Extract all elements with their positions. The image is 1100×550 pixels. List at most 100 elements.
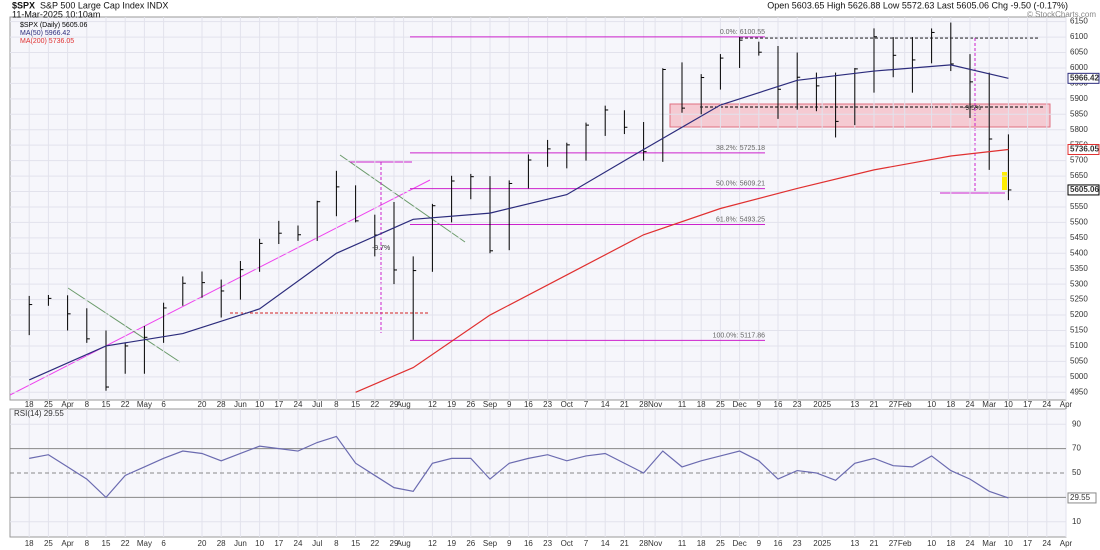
x-tick-label: 12 (428, 539, 437, 548)
y-tick-label: 5300 (1070, 279, 1088, 288)
x-tick-label: 26 (466, 400, 475, 409)
legend-name: $SPX (Daily) (20, 22, 60, 29)
x-tick-label: 18 (25, 400, 34, 409)
fib-pct: 38.2%: (716, 145, 738, 152)
fib-value: 5493.25 (740, 216, 765, 223)
fib-label: 38.2%: 5725.18 (716, 145, 765, 152)
x-tick-label: 23 (543, 539, 552, 548)
x-tick-label: 13 (850, 400, 859, 409)
y-tick-label: 5700 (1070, 156, 1088, 165)
y-tick-label: 6050 (1070, 48, 1088, 57)
y-tick-label: 5400 (1070, 248, 1088, 257)
index-name: S&P 500 Large Cap Index INDX (40, 0, 168, 10)
fib-value: 6100.55 (740, 29, 765, 36)
x-tick-label: Sep (483, 539, 498, 548)
x-tick-label: 11 (678, 400, 687, 409)
x-tick-label: 11 (678, 539, 687, 548)
last-box (1067, 143, 1100, 155)
credit: © StockCharts.com (1027, 10, 1096, 19)
x-tick-label: 28 (217, 400, 226, 409)
fib-value: 5609.21 (740, 181, 765, 188)
x-tick-label: Mar (982, 539, 996, 548)
x-tick-label: 15 (351, 539, 360, 548)
y-tick-label: 5150 (1070, 326, 1088, 335)
symbol: $SPX (12, 0, 35, 10)
last-box (1067, 72, 1100, 84)
x-tick-label: 25 (44, 400, 53, 409)
y-tick-label: 6100 (1070, 32, 1088, 41)
rsi-legend: RSI(14) 29.55 (14, 409, 64, 418)
last-box (1067, 184, 1100, 196)
x-tick-label: 25 (716, 539, 725, 548)
legend-entry: MA(200) 5736.05 (20, 38, 74, 45)
x-tick-label: 8 (334, 400, 339, 409)
y-tick-label: 5550 (1070, 202, 1088, 211)
legend-entry: $SPX (Daily) 5605.06 (20, 22, 87, 29)
x-tick-label: 9 (507, 400, 512, 409)
x-tick-label: Nov (648, 400, 662, 409)
trendline (9, 179, 431, 396)
x-tick-label: 24 (1042, 400, 1051, 409)
x-tick-label: 25 (716, 400, 725, 409)
rsi-value: 29.55 (44, 409, 65, 418)
x-tick-label: 21 (870, 400, 879, 409)
resistance-zone (669, 103, 1051, 128)
x-tick-label: 24 (966, 539, 975, 548)
highlight (1002, 172, 1007, 190)
x-tick-label: Sep (483, 400, 498, 409)
x-tick-label: 6 (161, 400, 166, 409)
x-tick-label: 2025 (813, 400, 831, 409)
x-tick-label: 22 (121, 539, 130, 548)
x-tick-label: Dec (732, 539, 746, 548)
x-tick-label: 21 (620, 400, 629, 409)
x-tick-label: 28 (639, 400, 648, 409)
y-tick-label: 5250 (1070, 295, 1088, 304)
x-tick-label: 24 (294, 400, 303, 409)
x-tick-label: Mar (982, 400, 996, 409)
legend-entry: MA(50) 5966.42 (20, 30, 70, 37)
x-tick-label: 24 (294, 539, 303, 548)
x-tick-label: 10 (927, 539, 936, 548)
x-tick-label: May (137, 539, 152, 548)
legend-value: 5966.42 (45, 30, 70, 37)
fib-value: 5117.86 (740, 332, 765, 339)
x-tick-label: Jun (234, 400, 247, 409)
x-tick-label: 7 (584, 400, 589, 409)
y-tick-label: 10 (1072, 517, 1081, 526)
fib-label: 61.8%: 5493.25 (716, 216, 765, 223)
y-tick-label: 6000 (1070, 63, 1088, 72)
x-tick-label: 14 (601, 539, 610, 548)
x-tick-label: 24 (966, 400, 975, 409)
y-tick-label: 90 (1072, 419, 1081, 428)
x-tick-label: 6 (161, 539, 166, 548)
annotation: -9.7% (372, 245, 390, 252)
legend-name: MA(200) (20, 38, 47, 45)
fib-label: 50.0%: 5609.21 (716, 181, 765, 188)
x-tick-label: 17 (1023, 400, 1032, 409)
last-value: 29.55 (1070, 493, 1091, 502)
x-tick-label: 18 (697, 539, 706, 548)
x-tick-label: 10 (255, 539, 264, 548)
x-tick-label: 25 (44, 539, 53, 548)
y-tick-label: 5200 (1070, 310, 1088, 319)
x-tick-label: 8 (85, 539, 90, 548)
x-tick-label: Oct (561, 539, 574, 548)
x-tick-label: 29 (390, 539, 399, 548)
x-tick-label: 9 (757, 400, 762, 409)
x-tick-label: 15 (102, 400, 111, 409)
x-tick-label: 27 (889, 539, 898, 548)
x-tick-label: 27 (889, 400, 898, 409)
x-tick-label: 8 (334, 539, 339, 548)
x-tick-label: 16 (774, 400, 783, 409)
x-tick-label: May (137, 400, 152, 409)
rsi-line (29, 435, 1009, 499)
date: 11-Mar-2025 10:10am (12, 9, 100, 19)
x-tick-label: 19 (447, 539, 456, 548)
ma-line (28, 64, 1009, 381)
x-tick-label: 26 (466, 539, 475, 548)
x-tick-label: Jul (312, 400, 322, 409)
y-tick-label: 6150 (1070, 17, 1088, 26)
x-tick-label: Aug (396, 400, 410, 409)
x-tick-label: 9 (507, 539, 512, 548)
x-tick-label: 24 (1042, 539, 1051, 548)
